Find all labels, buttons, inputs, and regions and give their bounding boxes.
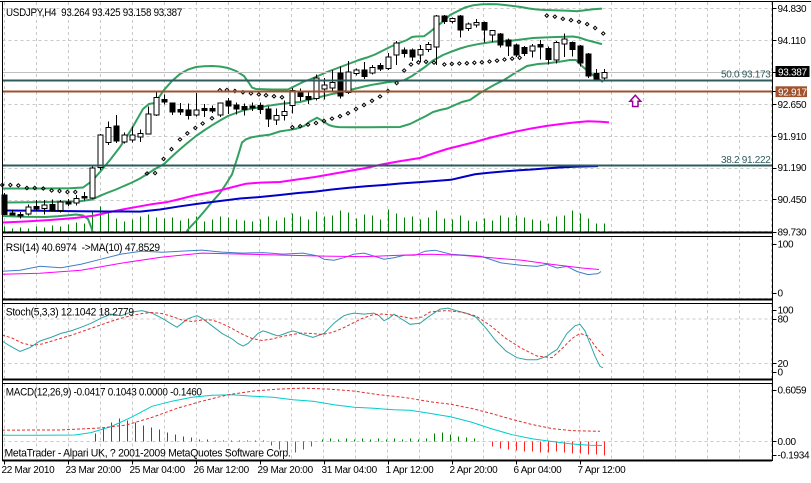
svg-text:94.830: 94.830 [778, 4, 808, 15]
svg-text:25 Mar 04:00: 25 Mar 04:00 [130, 465, 186, 476]
svg-text:90.450: 90.450 [778, 195, 808, 206]
svg-text:6 Apr 04:00: 6 Apr 04:00 [514, 465, 563, 476]
svg-text:23 Mar 20:00: 23 Mar 20:00 [66, 465, 122, 476]
svg-text:2 Apr 20:00: 2 Apr 20:00 [450, 465, 499, 476]
svg-text:80: 80 [778, 314, 789, 325]
svg-text:89.730: 89.730 [778, 228, 808, 239]
svg-text:MetaTrader - Alpari UK, ? 2001: MetaTrader - Alpari UK, ? 2001-2009 Meta… [5, 448, 291, 460]
svg-text:RSI(14) 40.6974 ->MA(10) 47.8: RSI(14) 40.6974 ->MA(10) 47.8529 [6, 242, 160, 254]
svg-text:0: 0 [778, 289, 784, 300]
svg-text:29 Mar 20:00: 29 Mar 20:00 [258, 465, 314, 476]
svg-text:22 Mar 2010: 22 Mar 2010 [2, 465, 56, 476]
svg-text:7 Apr 12:00: 7 Apr 12:00 [578, 465, 627, 476]
svg-text:1 Apr 12:00: 1 Apr 12:00 [386, 465, 435, 476]
svg-text:38.2 91.222: 38.2 91.222 [721, 155, 771, 166]
svg-text:20: 20 [778, 359, 789, 370]
svg-text:94.110: 94.110 [778, 36, 807, 47]
svg-text:92.917: 92.917 [778, 88, 808, 99]
svg-text:-0.1934: -0.1934 [778, 450, 811, 461]
svg-text:92.650: 92.650 [778, 100, 808, 111]
svg-text:0.6059: 0.6059 [778, 385, 808, 396]
svg-text:0: 0 [778, 368, 784, 379]
svg-text:50.0 93.173: 50.0 93.173 [721, 70, 771, 81]
svg-text:0.00: 0.00 [778, 437, 797, 448]
svg-text:26 Mar 12:00: 26 Mar 12:00 [194, 465, 250, 476]
svg-text:100: 100 [778, 240, 795, 251]
svg-text:91.910: 91.910 [778, 132, 808, 143]
svg-text:93.387: 93.387 [778, 67, 808, 78]
svg-text:91.190: 91.190 [778, 163, 808, 174]
svg-text:Stoch(5,3,3) 12.1042 18.2779: Stoch(5,3,3) 12.1042 18.2779 [6, 307, 134, 319]
svg-text:31 Mar 04:00: 31 Mar 04:00 [322, 465, 378, 476]
svg-text:USDJPY,H4 93.264 93.425 93.15: USDJPY,H4 93.264 93.425 93.158 93.387 [6, 7, 182, 19]
svg-text:MACD(12,26,9) -0.0417 0.1043 0: MACD(12,26,9) -0.0417 0.1043 0.0000 -0.1… [6, 386, 202, 398]
svg-text:100: 100 [778, 306, 795, 317]
